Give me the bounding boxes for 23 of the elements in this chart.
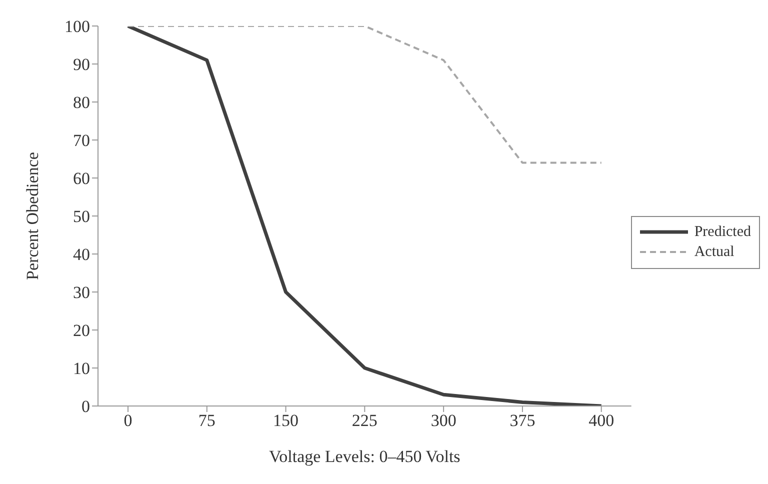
y-tick-label: 40 [73,245,90,264]
x-tick-label: 225 [352,411,378,430]
x-tick-label: 400 [588,411,614,430]
y-tick-label: 0 [82,397,90,416]
x-tick-label: 300 [430,411,456,430]
y-tick-label: 100 [64,17,90,36]
legend-label: Actual [694,244,734,260]
x-tick-label: 0 [124,411,132,430]
x-tick-label: 375 [510,411,536,430]
line-series [126,26,604,406]
x-tick-label: 150 [273,411,299,430]
y-tick-label: 10 [73,359,90,378]
y-tick-label: 80 [73,93,90,112]
legend-label: Predicted [694,224,751,240]
x-tick-label: 75 [198,411,216,430]
y-axis-title: Percent Obedience [23,152,42,280]
x-axis-title: Voltage Levels: 0–450 Volts [269,447,460,466]
y-tick-label: 50 [73,207,90,226]
y-tick-label: 20 [73,321,90,340]
y-tick-label: 90 [73,55,90,74]
y-tick-label: 70 [73,131,90,150]
y-tick-label: 30 [73,283,90,302]
y-tick-label: 60 [73,169,90,188]
